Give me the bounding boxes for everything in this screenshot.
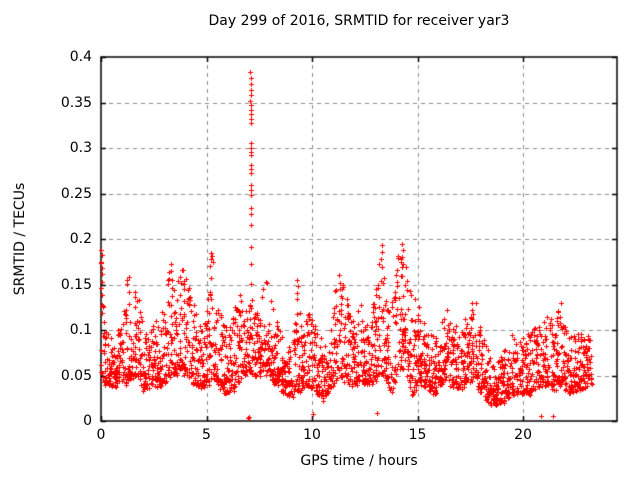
y-tick-label: 0.25: [60, 185, 92, 202]
x-axis-label: GPS time / hours: [300, 453, 418, 469]
x-tick-label: 0: [96, 427, 106, 443]
y-tick-label: 0.15: [60, 276, 92, 293]
x-tick-label: 15: [408, 427, 427, 443]
y-tick-label: 0.3: [69, 140, 92, 156]
x-tick-label: 10: [303, 427, 321, 443]
y-tick-label: 0: [83, 413, 92, 429]
y-tick-label: 0.35: [60, 94, 92, 111]
x-tick-label: 20: [514, 427, 532, 443]
y-tick-label: 0.2: [69, 231, 92, 247]
chart-title: Day 299 of 2016, SRMTID for receiver yar…: [208, 13, 510, 29]
y-tick-label: 0.05: [60, 367, 92, 384]
x-tick-label: 5: [202, 427, 211, 443]
y-tick-label: 0.1: [69, 322, 92, 338]
y-tick-label: 0.4: [69, 49, 92, 65]
